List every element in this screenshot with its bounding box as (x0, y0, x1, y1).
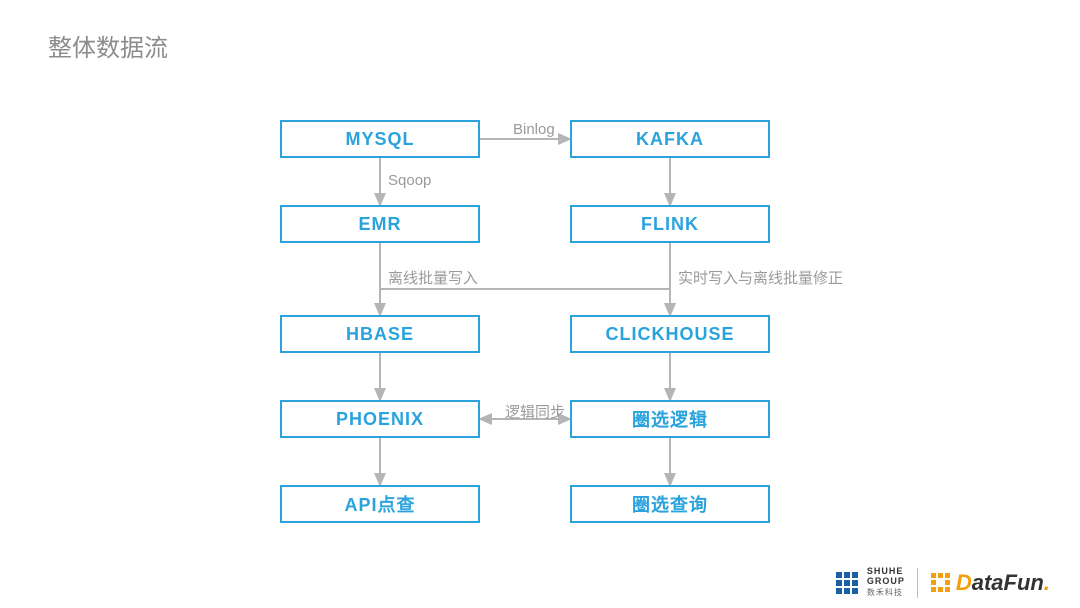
node-clickhouse: CLICKHOUSE (570, 315, 770, 353)
edge-label: Binlog (513, 121, 555, 138)
node-quanxuanchaxun: 圈选查询 (570, 485, 770, 523)
datafun-text: DataFun. (956, 570, 1050, 596)
flowchart-diagram: MYSQL KAFKA EMR FLINK HBASE CLICKHOUSE PHOENIX… (0, 0, 1080, 608)
logo-shuhe: SHUHE GROUP 数禾科技 (833, 567, 905, 598)
node-quanxuanluoji: 圈选逻辑 (570, 400, 770, 438)
shuhe-icon (833, 569, 861, 597)
datafun-icon (930, 572, 952, 594)
shuhe-line2: GROUP (867, 577, 905, 587)
shuhe-sub: 数禾科技 (867, 587, 905, 598)
shuhe-text-block: SHUHE GROUP 数禾科技 (867, 567, 905, 598)
footer: SHUHE GROUP 数禾科技 DataFun. (833, 567, 1050, 598)
logo-datafun: DataFun. (930, 570, 1050, 596)
slide: 整体数据流 MYSQLKAFKAEMRFLINKHBASECLICKHOUSEP… (0, 0, 1080, 608)
footer-divider (917, 568, 918, 598)
node-hbase: HBASE (280, 315, 480, 353)
node-apidiancha: API点查 (280, 485, 480, 523)
arrows-layer (0, 0, 1080, 608)
datafun-rest: ataFun (972, 570, 1044, 595)
node-phoenix: PHOENIX (280, 400, 480, 438)
edge-label: Sqoop (388, 172, 431, 189)
datafun-dot: . (1044, 570, 1050, 595)
edge-label: 实时写入与离线批量修正 (678, 267, 843, 288)
datafun-d: D (956, 570, 972, 595)
edge-label: 离线批量写入 (388, 267, 478, 288)
node-flink: FLINK (570, 205, 770, 243)
node-emr: EMR (280, 205, 480, 243)
edge-label: 逻辑同步 (505, 401, 565, 422)
node-kafka: KAFKA (570, 120, 770, 158)
node-mysql: MYSQL (280, 120, 480, 158)
